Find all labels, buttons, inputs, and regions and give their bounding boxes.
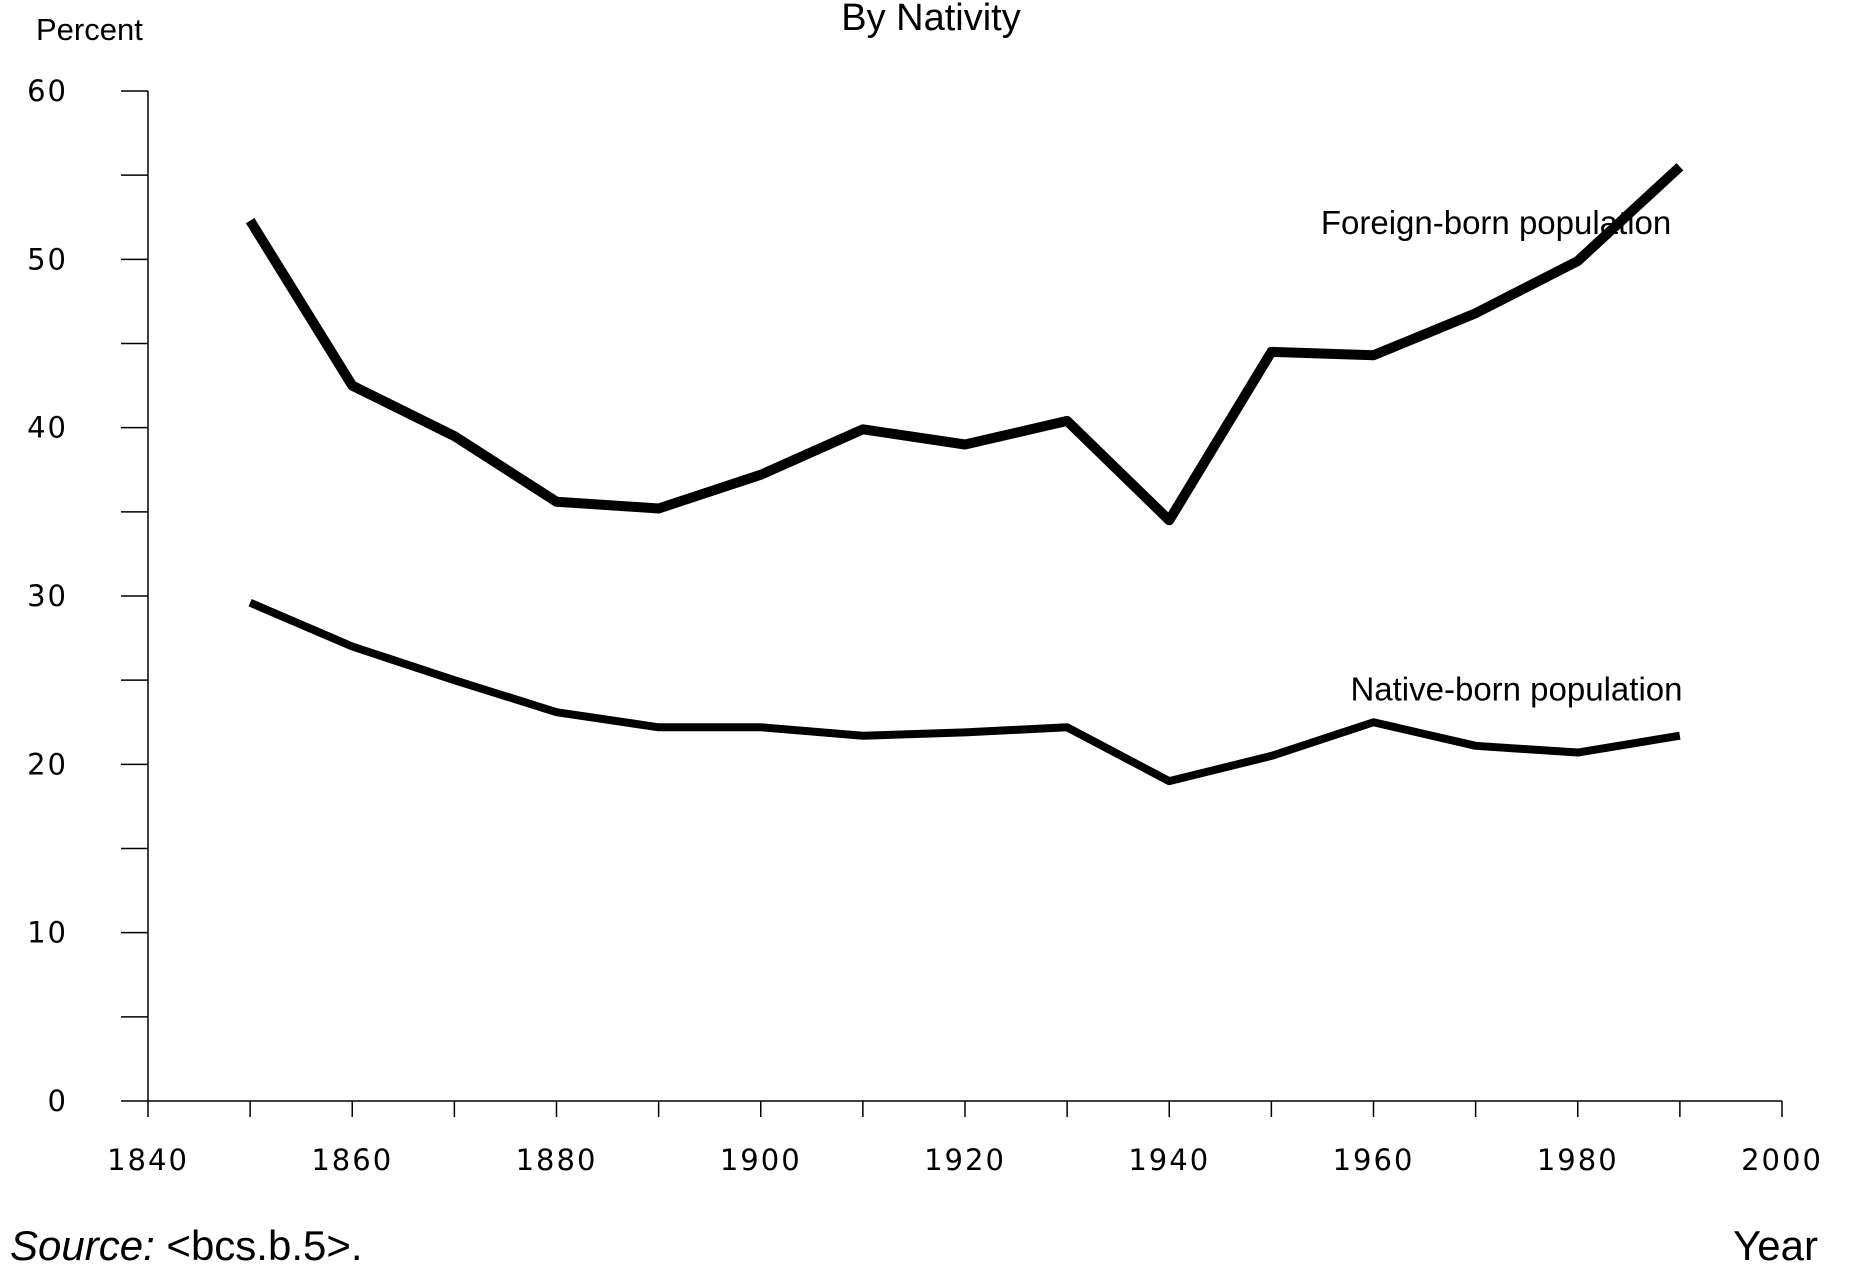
- y-tick-label: 30: [27, 579, 68, 613]
- x-tick-label: 1860: [311, 1143, 393, 1177]
- x-ticks: 1840 1860 1880 1900 1920 1940 1960 1980 2000: [107, 1101, 1823, 1177]
- x-tick-label: 1900: [720, 1143, 802, 1177]
- source-note: Source: <bcs.b.5>.: [10, 1222, 363, 1266]
- x-tick-label: 1960: [1333, 1143, 1415, 1177]
- y-ticks: 0 10 20 30 40 50 60: [27, 74, 148, 1118]
- x-tick-label: 2000: [1741, 1143, 1823, 1177]
- x-tick-label: 1920: [924, 1143, 1006, 1177]
- x-tick-label: 1880: [516, 1143, 598, 1177]
- source-text: <bcs.b.5>.: [155, 1222, 363, 1266]
- series-label-foreign-born: Foreign-born population: [1321, 204, 1671, 241]
- source-label: Source:: [10, 1222, 155, 1266]
- y-tick-label: 10: [27, 916, 68, 950]
- y-tick-label: 50: [27, 242, 68, 276]
- series-label-native-born: Native-born population: [1350, 670, 1682, 707]
- y-tick-label: 40: [27, 411, 68, 445]
- series-line-foreign-born: [245, 163, 1684, 526]
- y-axis-title: Percent: [36, 12, 143, 47]
- series-labels: Foreign-born population Native-born popul…: [1321, 204, 1683, 707]
- x-tick-label: 1980: [1537, 1143, 1619, 1177]
- series-lines: [245, 163, 1684, 786]
- series-line-native-born: [248, 599, 1681, 786]
- x-axis-title: Year: [1733, 1222, 1818, 1266]
- axes: [147, 91, 1782, 1102]
- y-tick-label: 60: [27, 74, 68, 108]
- y-tick-label: 0: [48, 1084, 68, 1118]
- x-tick-label: 1840: [107, 1143, 189, 1177]
- x-tick-label: 1940: [1128, 1143, 1210, 1177]
- y-tick-label: 20: [27, 747, 68, 781]
- chart-title: By Nativity: [841, 0, 1020, 39]
